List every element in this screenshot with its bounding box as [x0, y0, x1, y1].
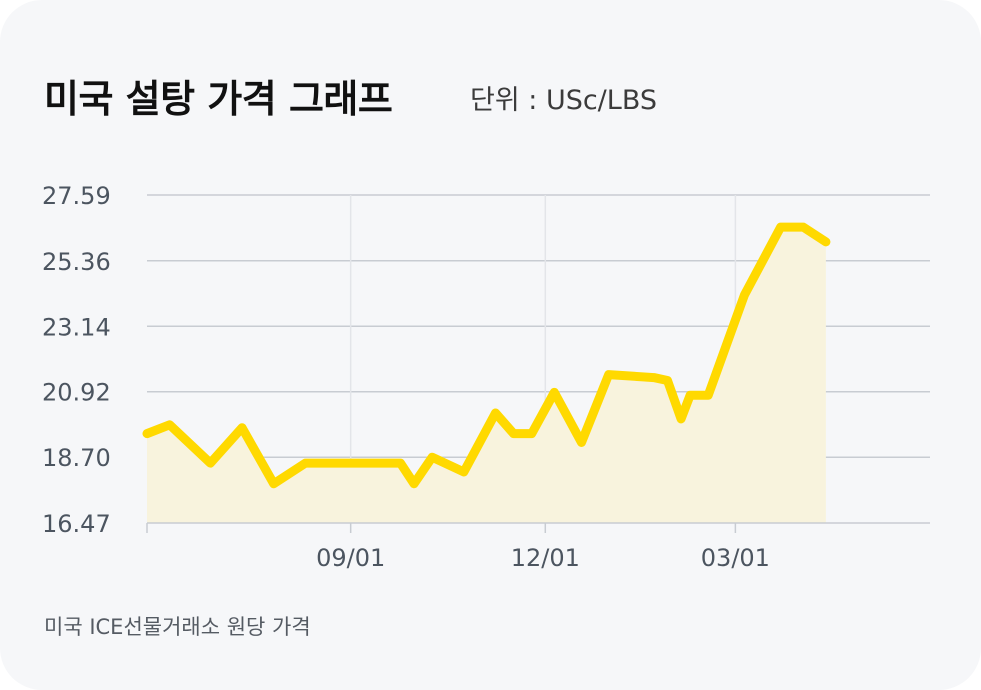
data-source-note: 미국 ICE선물거래소 원당 가격: [44, 615, 311, 639]
unit-label: 단위 : USc/LBS: [470, 85, 658, 116]
x-tick-label: 03/01: [701, 544, 770, 572]
area-layer: [147, 227, 826, 524]
y-tick-label: 27.59: [42, 182, 111, 210]
y-tick-label: 18.70: [42, 444, 111, 472]
x-tick-label: 09/01: [316, 544, 385, 572]
x-tick-label: 12/01: [511, 544, 580, 572]
price-area-fill: [147, 227, 826, 524]
y-tick-label: 25.36: [42, 248, 111, 276]
line-layer: [142, 222, 831, 489]
price-line: [142, 222, 831, 489]
chart-title: 미국 설탕 가격 그래프: [44, 77, 393, 121]
axis-layer: 27.59 25.36 23.14 20.92 18.70 16.47 09/01 12/01…: [42, 182, 930, 572]
y-tick-label: 16.47: [42, 510, 111, 538]
y-tick-label: 23.14: [42, 313, 111, 341]
y-tick-label: 20.92: [42, 379, 111, 407]
